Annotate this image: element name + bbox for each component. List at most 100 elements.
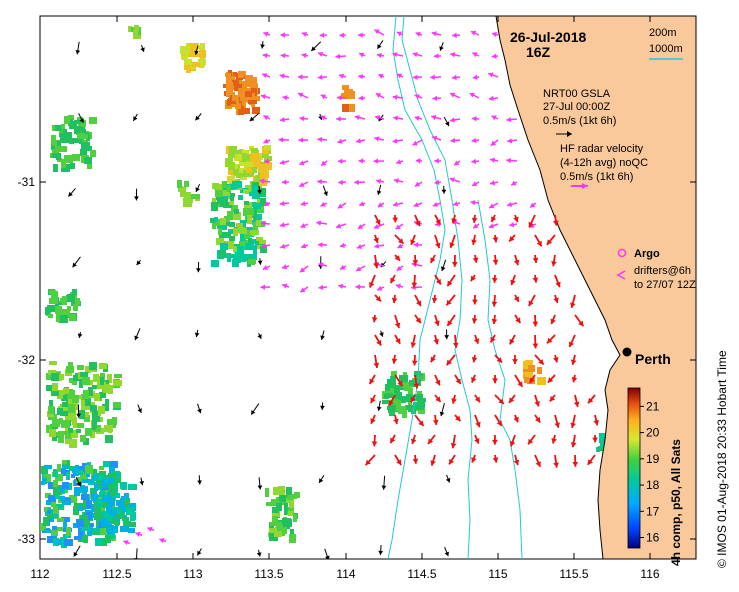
hf-radar-arrow [279, 116, 290, 123]
sst-pixel [238, 195, 243, 200]
drifter-arrow [509, 334, 516, 345]
sst-pixel [228, 154, 235, 158]
sst-pixel [248, 100, 257, 104]
hf-radar-averaging: (4-12h avg) noQC [560, 157, 648, 169]
sst-pixel [231, 175, 235, 180]
sst-pixel [67, 306, 71, 311]
drifter-arrow [491, 274, 498, 283]
sst-pixel [254, 214, 262, 220]
sst-pixel [229, 222, 235, 227]
drifter-marker-icon [616, 270, 626, 280]
sst-pixel [68, 404, 75, 413]
sst-pixel [401, 396, 406, 403]
drifter-arrow [452, 334, 459, 348]
sst-pixel [276, 522, 283, 531]
sst-pixel [264, 145, 271, 150]
sst-pixel [190, 43, 198, 50]
drifter-arrow [553, 354, 559, 363]
hf-radar-arrow [354, 179, 366, 185]
drifter-arrow [371, 314, 378, 323]
gsla-arrow [75, 477, 82, 487]
sst-pixel [109, 467, 115, 473]
sst-pixel [289, 534, 296, 543]
hf-radar-arrow [354, 114, 366, 121]
sst-pixel [403, 372, 407, 377]
drifter-arrow [412, 454, 419, 464]
hf-radar-arrow [263, 201, 271, 207]
sst-pixel [200, 58, 205, 67]
sst-pixel [51, 291, 58, 298]
drifter-arrow [473, 334, 480, 345]
sst-pixel [71, 300, 77, 306]
sst-pixel [102, 538, 107, 546]
hf-radar-arrow [319, 32, 328, 38]
sst-pixel [227, 211, 233, 220]
sst-pixel [230, 195, 234, 202]
sst-pixel [219, 250, 226, 258]
hf-radar-arrow [509, 221, 518, 228]
sst-pixel [53, 469, 58, 477]
sst-pixel [253, 159, 261, 164]
sst-pixel [191, 194, 200, 199]
sst-pixel [180, 46, 187, 54]
sst-pixel [537, 367, 542, 374]
hf-radar-arrow [279, 159, 290, 165]
sst-pixel [229, 146, 237, 154]
hf-radar-arrow [300, 223, 309, 229]
hf-radar-arrow [375, 92, 385, 99]
sst-pixel [73, 403, 78, 410]
sst-pixel [272, 507, 279, 513]
hf-radar-arrow [412, 51, 423, 58]
sst-pixel [57, 141, 61, 146]
hf-radar-arrow [357, 223, 366, 230]
hf-radar-arrow [472, 74, 480, 80]
sst-pixel [233, 246, 237, 252]
hf-radar-arrow [338, 283, 347, 290]
sst-pixel [222, 181, 227, 189]
sst-pixel [234, 84, 242, 91]
sst-pixel [83, 515, 88, 521]
sst-pixel [226, 82, 233, 91]
drifter-arrow [411, 354, 418, 366]
sst-pixel [63, 489, 68, 493]
drifter-arrow [514, 314, 522, 324]
sst-pixel [238, 88, 245, 92]
drifter-arrow [534, 414, 541, 424]
drifter-arrow [508, 394, 516, 404]
sst-pixel [232, 259, 239, 267]
hf-radar-arrow [355, 138, 366, 144]
sst-pixel [219, 232, 224, 239]
hf-radar-arrow [392, 94, 404, 100]
drifter-arrow [472, 294, 478, 305]
gsla-arrow [257, 258, 263, 265]
sst-pixel [260, 198, 266, 206]
sst-pixel [181, 55, 188, 59]
sst-pixel [52, 140, 60, 146]
sst-pixel [253, 203, 261, 209]
sst-pixel [284, 503, 288, 511]
drifter-arrow [474, 434, 480, 445]
sst-pixel [77, 117, 83, 122]
sst-pixel [211, 202, 218, 211]
hf-radar-arrow [318, 262, 328, 268]
sst-pixel [60, 135, 69, 143]
hf-radar-arrow [260, 284, 271, 290]
sst-pixel [87, 163, 92, 169]
gsla-arrow [444, 546, 450, 557]
sst-pixel [601, 433, 608, 438]
hf-radar-arrow [415, 31, 423, 37]
sst-pixel [251, 88, 257, 92]
sst-pixel [69, 378, 76, 383]
sst-pixel [107, 530, 115, 539]
drifter-arrow [494, 394, 505, 405]
hf-radar-arrow [320, 115, 328, 121]
drifter-arrow [554, 414, 560, 429]
sst-pixel [112, 417, 117, 425]
gsla-arrow [257, 185, 262, 195]
sst-pixel [220, 224, 227, 230]
sst-pixel [389, 410, 395, 416]
sst-pixel [227, 99, 236, 104]
drifter-arrow [434, 274, 442, 285]
sst-pixel [79, 136, 84, 144]
sst-pixel [104, 513, 112, 521]
